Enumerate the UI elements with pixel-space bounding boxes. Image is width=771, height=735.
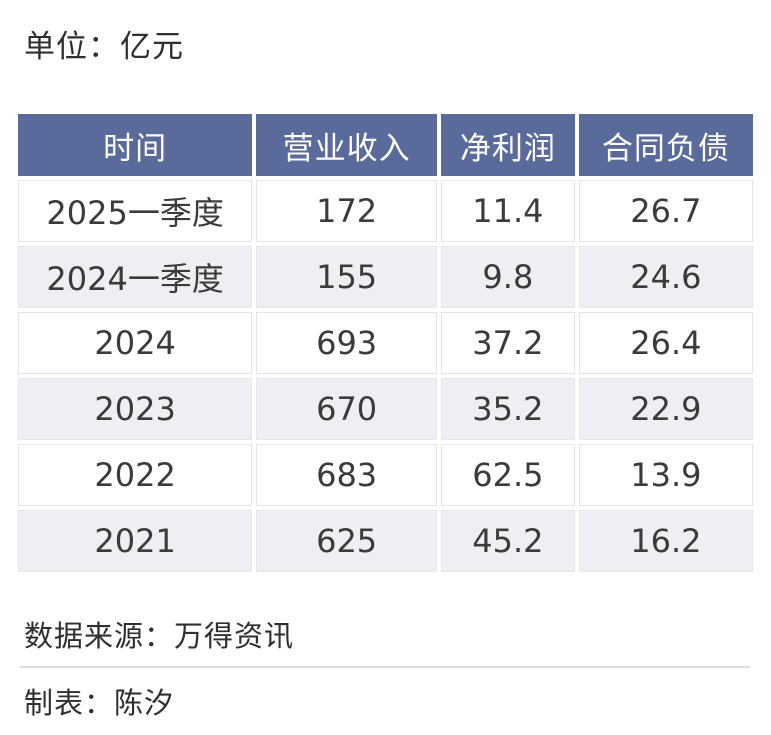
cell-revenue: 625 [256,510,437,572]
cell-period: 2021 [18,510,253,572]
cell-net-profit: 45.2 [441,510,575,572]
table-row: 2021 625 45.2 16.2 [18,510,753,572]
cell-contract-liabilities: 22.9 [578,378,753,440]
data-source-label: 数据来源：万得资讯 [24,619,295,653]
cell-contract-liabilities: 24.6 [578,246,753,308]
financial-data-table: 时间 营业收入 净利润 合同负债 2025一季度 172 11.4 26.7 2… [14,110,757,576]
table-row: 2024 693 37.2 26.4 [18,312,753,374]
cell-contract-liabilities: 13.9 [578,444,753,506]
cell-revenue: 683 [256,444,437,506]
divider-line [20,666,750,668]
cell-contract-liabilities: 16.2 [578,510,753,572]
cell-period: 2023 [18,378,253,440]
column-header-contract-liabilities: 合同负债 [578,114,753,176]
table-header-row: 时间 营业收入 净利润 合同负债 [18,114,753,176]
cell-revenue: 172 [256,180,437,242]
table-row: 2024一季度 155 9.8 24.6 [18,246,753,308]
cell-net-profit: 62.5 [441,444,575,506]
column-header-time: 时间 [18,114,253,176]
cell-contract-liabilities: 26.7 [578,180,753,242]
page: 单位：亿元 时间 营业收入 净利润 合同负债 2025一季度 172 11.4 … [0,28,771,735]
cell-net-profit: 37.2 [441,312,575,374]
table-row: 2025一季度 172 11.4 26.7 [18,180,753,242]
cell-revenue: 155 [256,246,437,308]
cell-period: 2024一季度 [18,246,253,308]
column-header-revenue: 营业收入 [256,114,437,176]
table-row: 2023 670 35.2 22.9 [18,378,753,440]
cell-period: 2022 [18,444,253,506]
unit-label: 单位：亿元 [24,29,184,65]
cell-revenue: 670 [256,378,437,440]
cell-contract-liabilities: 26.4 [578,312,753,374]
table-row: 2022 683 62.5 13.9 [18,444,753,506]
cell-net-profit: 9.8 [441,246,575,308]
cell-revenue: 693 [256,312,437,374]
column-header-net-profit: 净利润 [441,114,575,176]
author-label: 制表：陈汐 [24,686,175,720]
cell-period: 2025一季度 [18,180,253,242]
cell-period: 2024 [18,312,253,374]
cell-net-profit: 35.2 [441,378,575,440]
cell-net-profit: 11.4 [441,180,575,242]
